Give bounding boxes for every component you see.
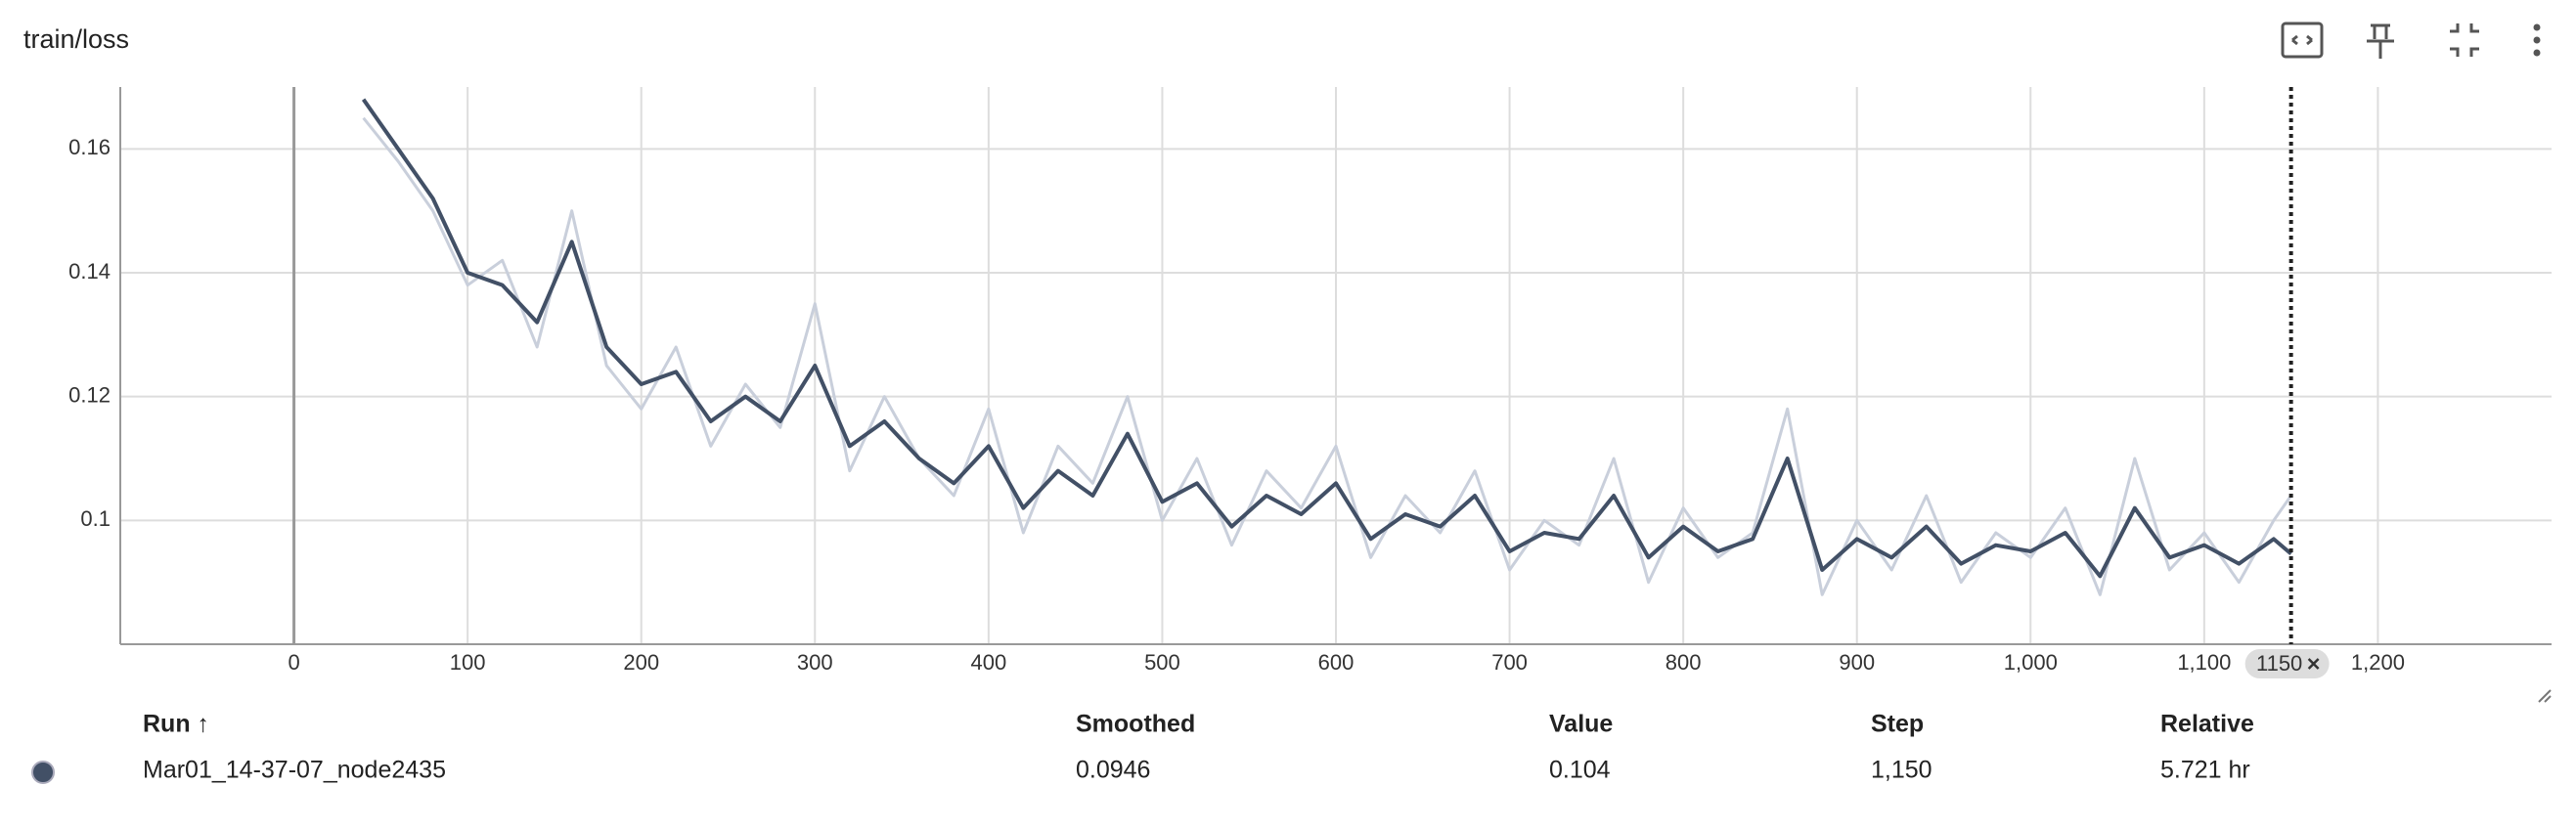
more-button[interactable]: [2533, 23, 2541, 57]
y-tick-label: 0.12: [68, 382, 111, 407]
chip-close: [2307, 658, 2320, 670]
x-tick-label: 200: [623, 650, 659, 675]
x-tick-label: 1,100: [2177, 650, 2231, 675]
x-tick-label: 500: [1144, 650, 1180, 675]
plot-lines: [361, 98, 2292, 596]
pin-button[interactable]: [2367, 23, 2394, 59]
y-tick-label: 0.14: [68, 259, 111, 284]
column-header[interactable]: Step: [1871, 711, 1924, 738]
chip-bg: [2244, 649, 2330, 678]
chip-label: 1150: [2256, 651, 2302, 676]
x-tick-label: 100: [450, 650, 486, 675]
x-tick-label: 1,200: [2351, 650, 2405, 675]
x-tick-label: 0: [288, 650, 299, 675]
table-cell: 1,150: [1871, 757, 1932, 784]
y-tick-label: 0.16: [68, 135, 111, 159]
axes: 0.1 0.12 0.14 0.16 0 100 200 300 400 500 600 700 800…: [68, 87, 2552, 678]
toolbar: [2281, 22, 2541, 59]
x-tick-label: 1,000: [2004, 650, 2058, 675]
x-tick-label: 400: [970, 650, 1006, 675]
grid: [120, 87, 2552, 644]
x-tick-label: 700: [1491, 650, 1528, 675]
x-tick-label: 900: [1839, 650, 1875, 675]
table-cell: 5.721 hr: [2160, 757, 2250, 784]
column-header[interactable]: Run ↑: [143, 711, 209, 738]
raw-line: [362, 116, 2292, 596]
x-tick-label: 600: [1318, 650, 1355, 675]
data-table: Run ↑ Smoothed Value Step Relative Mar01…: [31, 711, 2254, 784]
x-tick-label: 800: [1666, 650, 1702, 675]
table-cell: 0.0946: [1076, 757, 1150, 784]
table-cell: Mar01_14-37-07_node2435: [143, 757, 446, 784]
card-title: train/loss: [23, 24, 129, 54]
column-header[interactable]: Smoothed: [1076, 711, 1195, 738]
smoothed-line: [361, 98, 2292, 579]
column-header[interactable]: Relative: [2160, 711, 2254, 738]
fit-domain-button[interactable]: [2281, 22, 2324, 59]
resize-handle[interactable]: [2538, 689, 2552, 703]
run-color-dot: [31, 761, 55, 784]
column-header[interactable]: Value: [1549, 711, 1613, 738]
x-tick-label: 300: [797, 650, 833, 675]
cursor-chip[interactable]: 1150: [2244, 649, 2330, 678]
table-cell: 0.104: [1549, 757, 1611, 784]
y-tick-label: 0.1: [80, 506, 111, 531]
collapse-button[interactable]: [2450, 23, 2479, 57]
